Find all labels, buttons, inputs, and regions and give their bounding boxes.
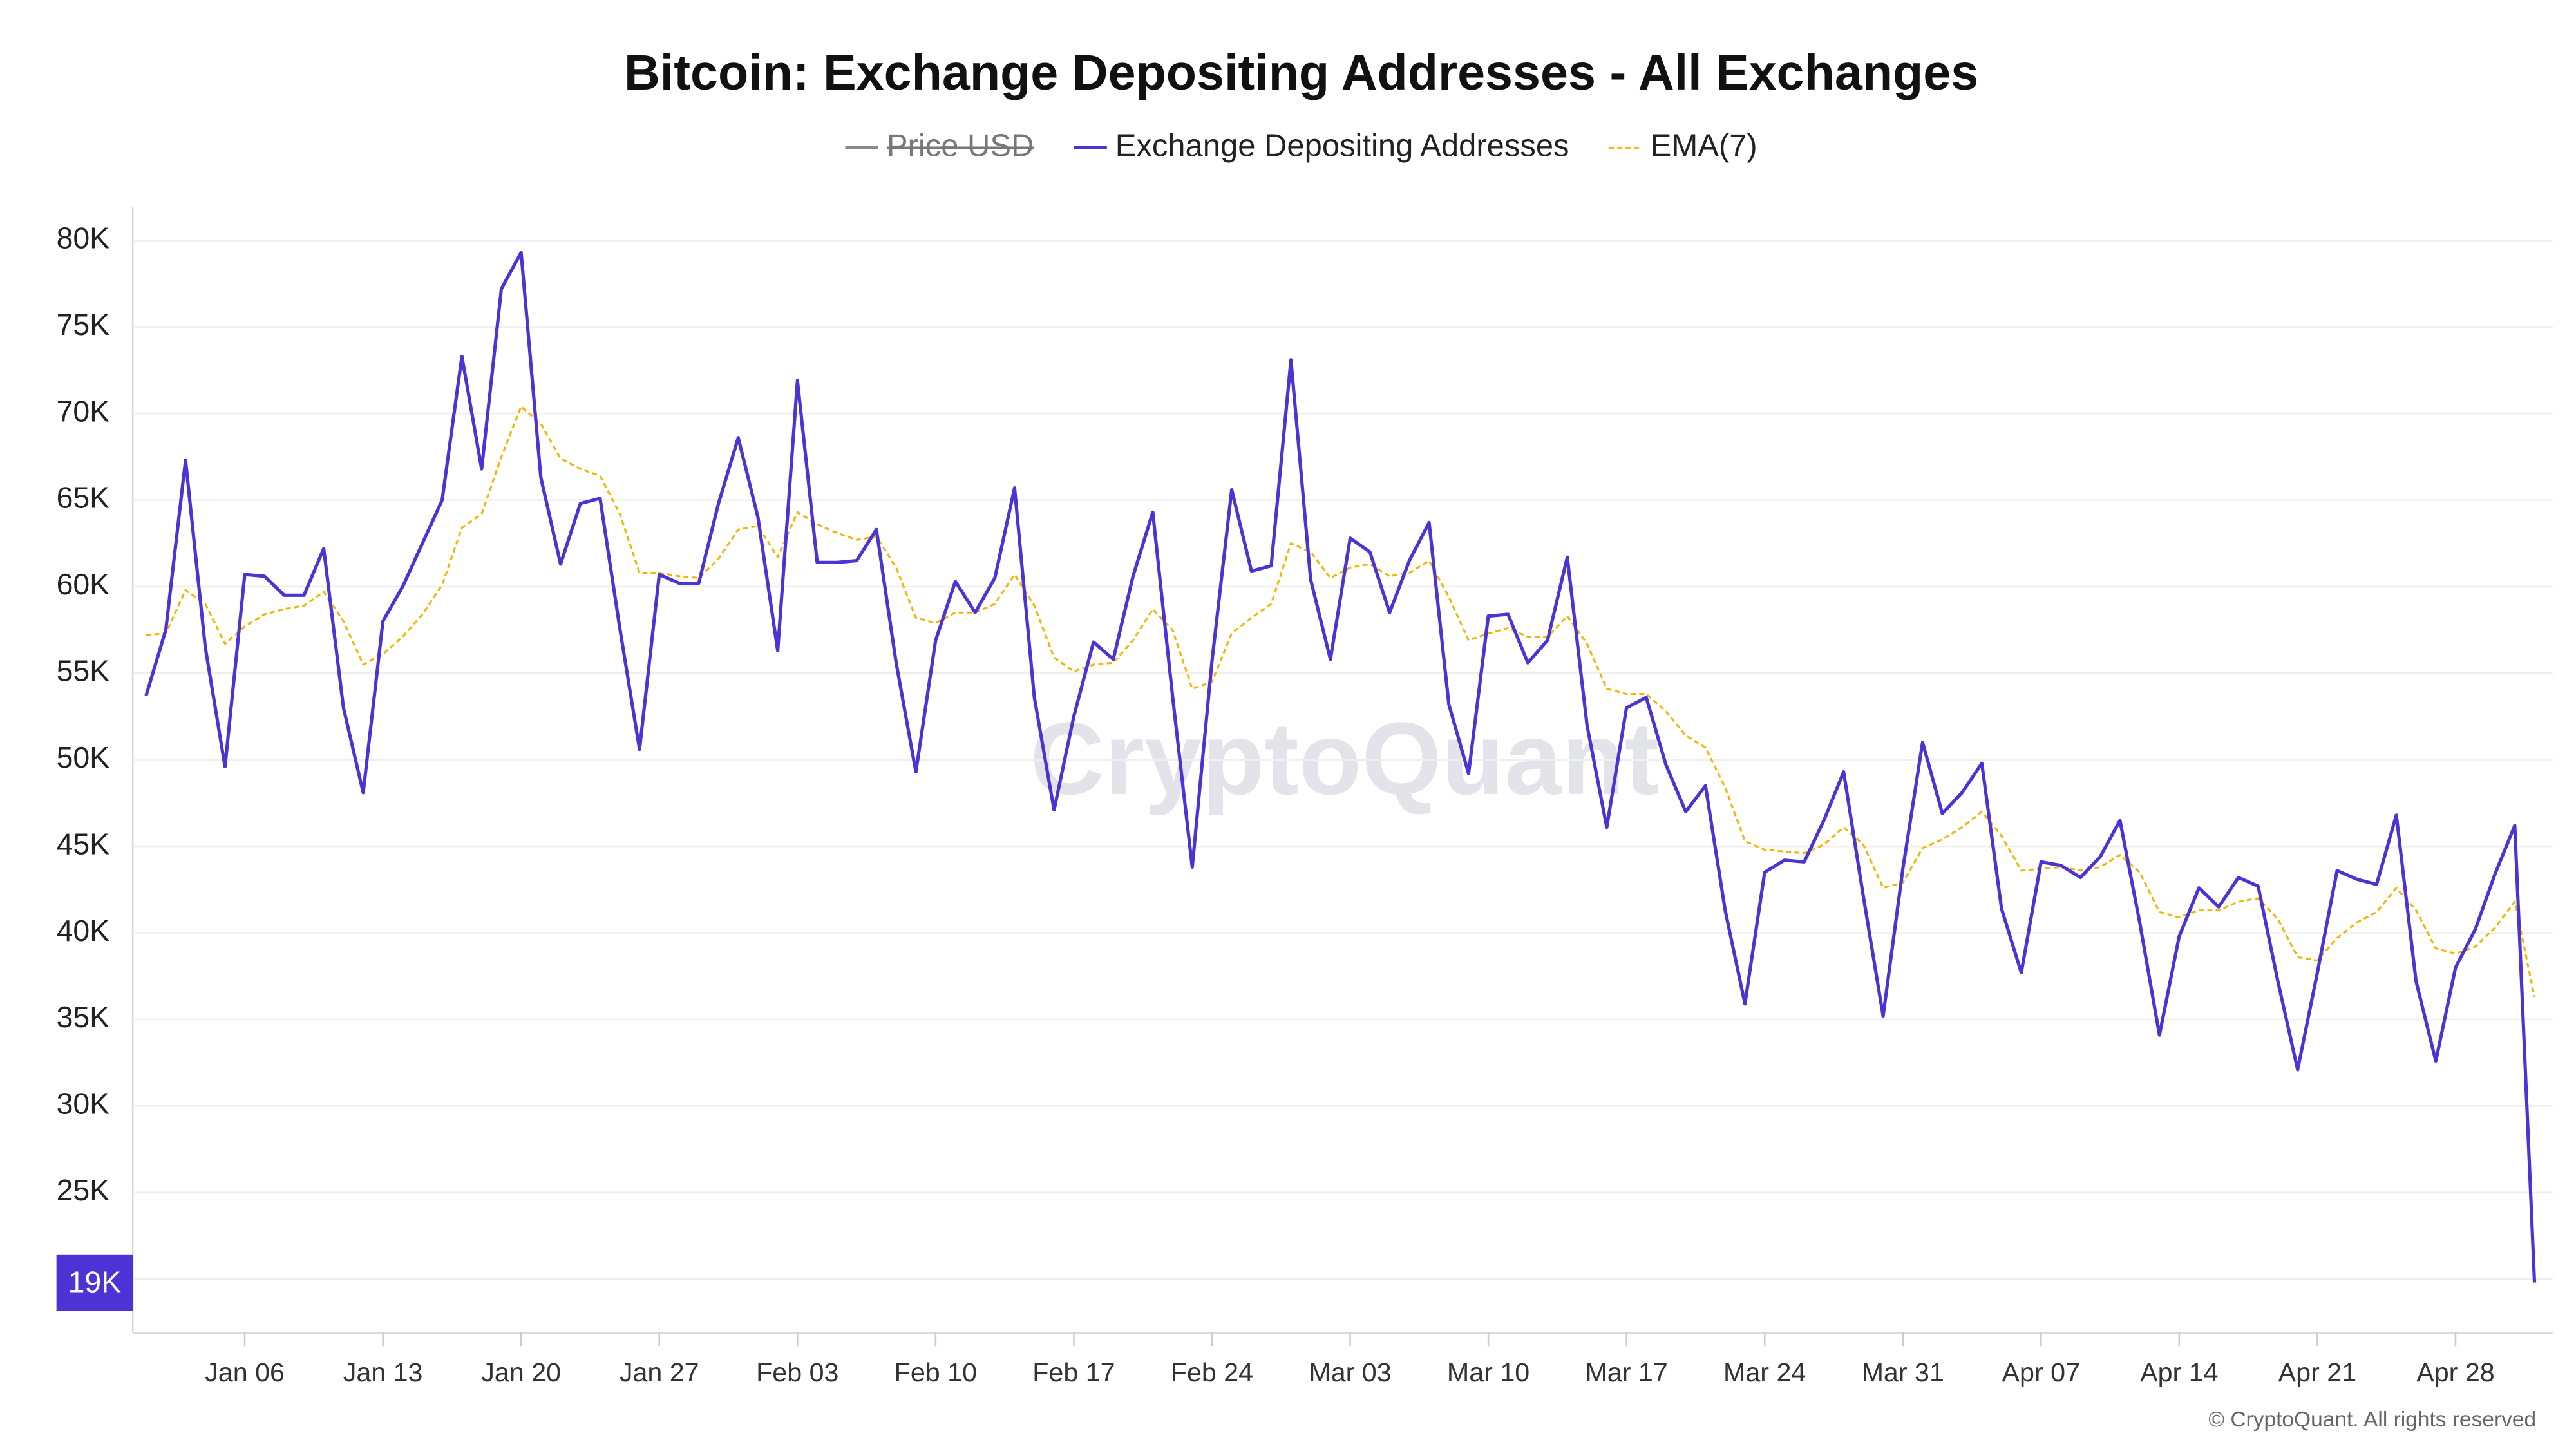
x-tick-label: Apr 07 xyxy=(2002,1358,2080,1387)
x-tick-label: Mar 17 xyxy=(1585,1358,1667,1387)
last-value-marker xyxy=(56,1254,133,1311)
y-tick-label: 60K xyxy=(57,567,110,601)
x-tick-label: Jan 20 xyxy=(481,1358,561,1387)
y-tick-label: 70K xyxy=(57,394,110,428)
y-tick-label: 30K xyxy=(57,1087,110,1121)
x-tick-label: Mar 03 xyxy=(1309,1358,1391,1387)
x-tick-label: Feb 17 xyxy=(1032,1358,1115,1387)
y-tick-label: 45K xyxy=(57,827,110,860)
y-tick-label: 80K xyxy=(57,221,110,254)
x-tick-label: Mar 24 xyxy=(1723,1358,1806,1387)
series-line xyxy=(146,405,2536,998)
legend-label: Exchange Depositing Addresses xyxy=(1115,128,1569,163)
x-tick-label: Feb 03 xyxy=(756,1358,838,1387)
series-line xyxy=(144,251,2537,1283)
y-tick-label: 25K xyxy=(57,1173,110,1207)
x-tick-label: Feb 24 xyxy=(1171,1358,1253,1387)
x-tick-label: Apr 14 xyxy=(2140,1358,2218,1387)
x-tick-label: Feb 10 xyxy=(895,1358,977,1387)
last-value-label: 19K xyxy=(68,1265,122,1298)
x-tick-label: Apr 21 xyxy=(2278,1358,2356,1387)
x-tick-label: Apr 28 xyxy=(2416,1358,2494,1387)
x-tick-label: Jan 06 xyxy=(205,1358,285,1387)
legend-label: EMA(7) xyxy=(1651,128,1757,163)
y-tick-label: 75K xyxy=(57,308,110,341)
legend-label: Price USD xyxy=(887,128,1034,163)
watermark: CryptoQuant xyxy=(1030,701,1658,816)
y-tick-label: 65K xyxy=(57,481,110,515)
y-tick-label: 50K xyxy=(57,741,110,774)
x-tick-label: Mar 31 xyxy=(1862,1358,1944,1387)
x-tick-label: Mar 10 xyxy=(1447,1358,1530,1387)
x-tick-label: Jan 13 xyxy=(343,1358,423,1387)
footer: © CryptoQuant. All rights reserved xyxy=(2208,1408,2536,1432)
y-tick-label: 35K xyxy=(57,1000,110,1034)
y-tick-label: 40K xyxy=(57,914,110,947)
y-tick-label: 55K xyxy=(57,654,110,688)
chart-title: Bitcoin: Exchange Depositing Addresses -… xyxy=(624,45,1978,100)
x-tick-label: Jan 27 xyxy=(620,1358,699,1387)
